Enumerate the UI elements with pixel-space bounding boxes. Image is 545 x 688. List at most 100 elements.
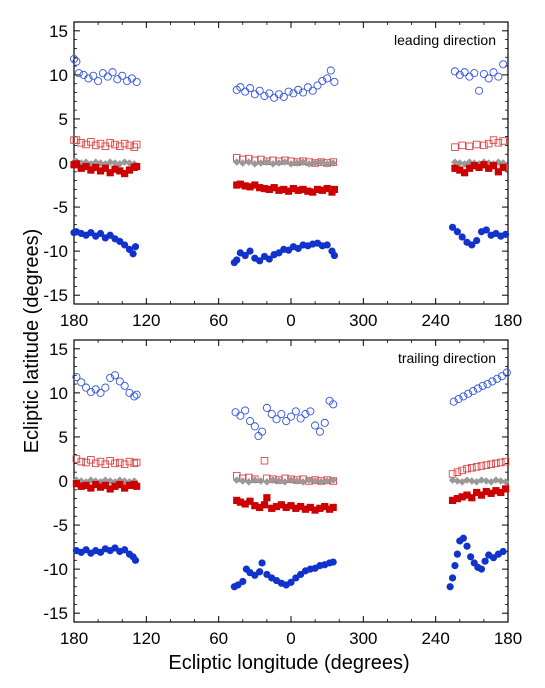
- data-point: [131, 243, 140, 251]
- data-point: [91, 158, 100, 166]
- data-point: [133, 482, 141, 490]
- data-point: [72, 57, 81, 66]
- data-point: [277, 501, 285, 509]
- data-point: [122, 76, 132, 86]
- data-point: [489, 136, 498, 144]
- data-point: [323, 477, 331, 485]
- data-point: [496, 477, 505, 485]
- data-point: [251, 181, 259, 189]
- data-point: [315, 427, 324, 436]
- data-point: [451, 143, 459, 151]
- data-point: [451, 164, 459, 172]
- data-point: [125, 481, 134, 490]
- data-point: [70, 229, 78, 237]
- y-axis-title: Ecliptic latitude (degrees): [21, 229, 43, 454]
- data-point: [463, 491, 471, 499]
- data-point: [74, 69, 83, 78]
- data-point: [475, 163, 483, 172]
- data-point: [286, 412, 296, 421]
- data-point: [465, 164, 474, 172]
- data-point: [101, 164, 109, 172]
- data-point: [96, 229, 105, 238]
- data-point: [299, 158, 307, 166]
- data-point: [468, 241, 476, 249]
- data-point: [317, 478, 325, 486]
- data-point: [72, 455, 81, 463]
- data-point: [111, 482, 119, 490]
- data-point: [465, 158, 474, 166]
- y-tick-label: 10: [49, 384, 68, 403]
- data-point: [246, 497, 254, 505]
- data-point: [132, 140, 141, 149]
- data-point: [92, 480, 100, 489]
- data-point: [487, 489, 495, 497]
- data-point: [494, 168, 502, 176]
- data-point: [448, 223, 457, 231]
- data-point: [468, 464, 476, 472]
- data-point: [318, 186, 326, 194]
- panel-trailing: 15 10 5 0 -5 -10 -15 180 120 60 0 300 240 180 trailing…: [43, 339, 522, 648]
- data-point: [236, 83, 245, 92]
- data-point: [467, 553, 475, 561]
- data-point: [108, 68, 117, 77]
- data-point: [494, 158, 503, 166]
- data-point: [106, 485, 114, 493]
- y-tick-label: 10: [49, 66, 68, 85]
- data-point: [325, 505, 334, 513]
- y-tick-label: -10: [43, 560, 68, 579]
- data-point: [77, 457, 85, 466]
- data-point: [480, 161, 488, 169]
- data-point: [82, 481, 90, 490]
- data-point: [77, 164, 85, 172]
- data-point: [323, 184, 331, 193]
- data-point: [480, 141, 488, 150]
- data-point: [502, 368, 511, 377]
- data-point: [132, 77, 141, 86]
- data-point: [501, 457, 510, 466]
- data-point: [501, 485, 510, 493]
- data-point: [270, 93, 279, 102]
- data-point: [236, 411, 245, 420]
- data-point: [458, 141, 466, 150]
- data-point: [121, 169, 129, 178]
- data-point: [321, 502, 329, 511]
- x-tick-label: 240: [421, 311, 449, 330]
- data-point: [482, 487, 490, 496]
- data-point: [281, 158, 289, 166]
- data-point: [303, 83, 312, 92]
- data-point: [477, 462, 486, 470]
- data-point: [121, 484, 129, 492]
- data-point: [120, 381, 129, 390]
- data-point: [260, 184, 269, 193]
- data-point: [82, 458, 90, 467]
- data-point: [87, 476, 95, 484]
- data-point: [299, 185, 307, 194]
- data-point: [470, 69, 479, 78]
- data-point: [458, 466, 466, 475]
- data-point: [238, 477, 247, 485]
- data-point: [251, 160, 259, 168]
- data-point: [70, 136, 78, 144]
- data-point: [279, 92, 288, 101]
- data-point: [77, 378, 86, 387]
- data-point: [301, 409, 310, 419]
- data-point: [281, 478, 289, 486]
- data-point: [297, 502, 305, 511]
- data-point: [455, 70, 464, 79]
- data-point: [468, 387, 478, 396]
- x-tick-label: 240: [421, 629, 449, 648]
- data-point: [270, 184, 278, 192]
- data-point: [265, 185, 273, 194]
- data-point: [479, 69, 488, 79]
- data-point: [269, 160, 277, 168]
- data-point: [120, 158, 129, 166]
- data-point: [284, 87, 293, 96]
- data-point: [330, 77, 339, 86]
- data-point: [501, 230, 510, 238]
- data-point: [280, 185, 288, 194]
- data-point: [72, 480, 81, 488]
- data-point: [488, 377, 497, 386]
- data-point: [291, 407, 300, 416]
- x-tick-label: 180: [60, 311, 88, 330]
- data-point: [294, 85, 303, 94]
